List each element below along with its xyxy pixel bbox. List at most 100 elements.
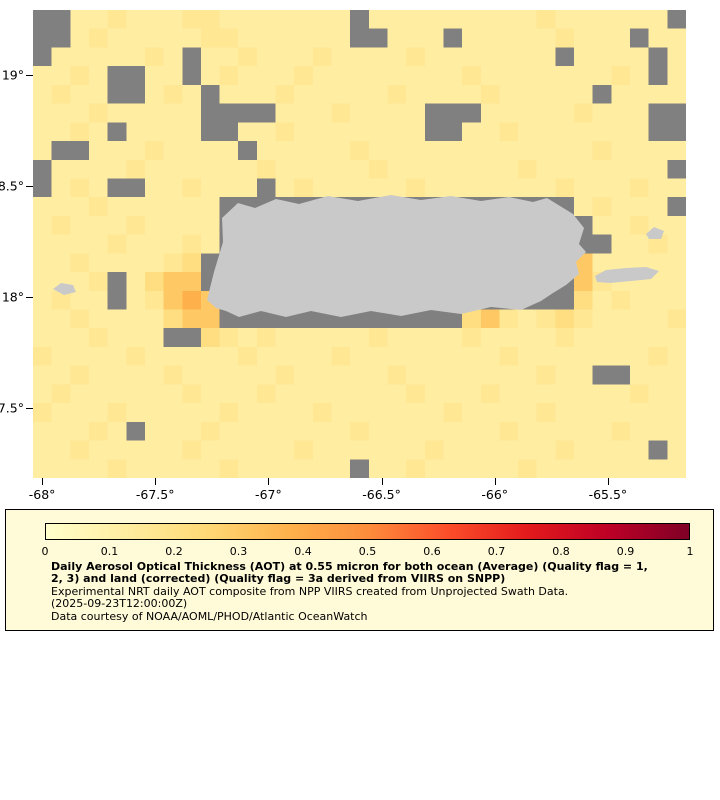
grid-cell [294, 103, 314, 123]
grid-cell [312, 403, 333, 423]
colorbar-tick-label: 0.8 [552, 545, 570, 558]
grid-cell [667, 10, 686, 30]
grid-cell [611, 403, 631, 423]
grid-cell [70, 10, 90, 30]
grid-cell [182, 66, 202, 86]
grid-cell [611, 234, 631, 254]
grid-cell [126, 141, 146, 161]
grid-cell [350, 159, 370, 179]
grid-cell [424, 178, 444, 198]
grid-cell [387, 365, 407, 385]
grid-cell [518, 47, 538, 67]
grid-cell [574, 84, 594, 105]
grid-cell [238, 384, 258, 404]
grid-cell [163, 103, 183, 123]
grid-cell [312, 103, 333, 123]
grid-cell [630, 66, 650, 86]
grid-cell [592, 384, 612, 404]
grid-cell [462, 365, 482, 385]
x-axis-tick-label: -67.5° [135, 487, 175, 502]
grid-cell [88, 141, 109, 161]
grid-cell [33, 234, 53, 254]
grid-cell [592, 141, 612, 161]
grid-cell [462, 103, 482, 123]
caption-line-timestamp: (2025-09-23T12:00:00Z) [51, 597, 188, 611]
grid-cell [555, 440, 575, 460]
grid-cell [630, 290, 650, 311]
grid-cell [126, 215, 146, 236]
caption-line-courtesy: Data courtesy of NOAA/AOML/PHOD/Atlantic… [51, 609, 368, 623]
grid-cell [574, 290, 594, 311]
grid-cell [331, 403, 351, 423]
grid-cell [182, 47, 202, 67]
grid-cell [667, 459, 686, 478]
grid-cell [33, 159, 53, 179]
grid-cell [611, 328, 631, 348]
grid-cell [51, 234, 71, 254]
grid-cell [350, 309, 370, 329]
grid-cell [182, 141, 202, 161]
grid-cell [630, 384, 650, 404]
grid-cell [536, 66, 556, 86]
grid-cell [70, 346, 90, 367]
grid-cell [33, 178, 53, 198]
grid-cell [144, 272, 165, 292]
grid-cell [350, 178, 370, 198]
grid-cell [499, 346, 519, 367]
grid-cell [126, 365, 146, 385]
grid-cell [667, 253, 686, 273]
grid-cell [611, 440, 631, 460]
grid-cell [51, 122, 71, 142]
grid-cell [406, 66, 426, 86]
grid-cell [312, 159, 333, 179]
grid-cell [518, 122, 538, 142]
grid-cell [611, 122, 631, 142]
grid-cell [368, 384, 388, 404]
grid-cell [592, 197, 612, 217]
grid-cell [630, 159, 650, 179]
grid-cell [294, 384, 314, 404]
grid-cell [219, 403, 239, 423]
grid-cell [667, 84, 686, 105]
grid-cell [312, 10, 333, 30]
y-axis-tick [26, 408, 33, 410]
grid-cell [592, 290, 612, 311]
grid-cell [331, 28, 351, 48]
grid-cell [238, 421, 258, 442]
grid-cell [51, 440, 71, 460]
grid-cell [592, 459, 612, 478]
grid-cell [368, 122, 388, 142]
grid-cell [126, 28, 146, 48]
grid-cell [238, 84, 258, 105]
grid-cell [667, 28, 686, 48]
grid-cell [648, 103, 668, 123]
grid-cell [219, 103, 239, 123]
grid-cell [648, 290, 668, 311]
x-axis-tick-label: -68° [28, 487, 56, 502]
grid-cell [51, 103, 71, 123]
grid-cell [592, 215, 612, 236]
grid-cell [182, 178, 202, 198]
grid-cell [406, 159, 426, 179]
grid-cell [331, 47, 351, 67]
grid-cell [555, 421, 575, 442]
grid-cell [555, 66, 575, 86]
grid-cell [294, 178, 314, 198]
grid-cell [630, 10, 650, 30]
grid-cell [107, 159, 127, 179]
grid-cell [667, 403, 686, 423]
grid-cell [144, 47, 165, 67]
grid-cell [611, 159, 631, 179]
grid-cell [592, 122, 612, 142]
grid-cell [275, 47, 295, 67]
grid-cell [182, 103, 202, 123]
x-axis-tick [381, 478, 383, 485]
grid-cell [144, 421, 165, 442]
grid-cell [182, 10, 202, 30]
grid-cell [368, 421, 388, 442]
grid-cell [107, 178, 127, 198]
grid-cell [574, 141, 594, 161]
grid-cell [33, 346, 53, 367]
grid-cell [182, 159, 202, 179]
grid-cell [33, 66, 53, 86]
